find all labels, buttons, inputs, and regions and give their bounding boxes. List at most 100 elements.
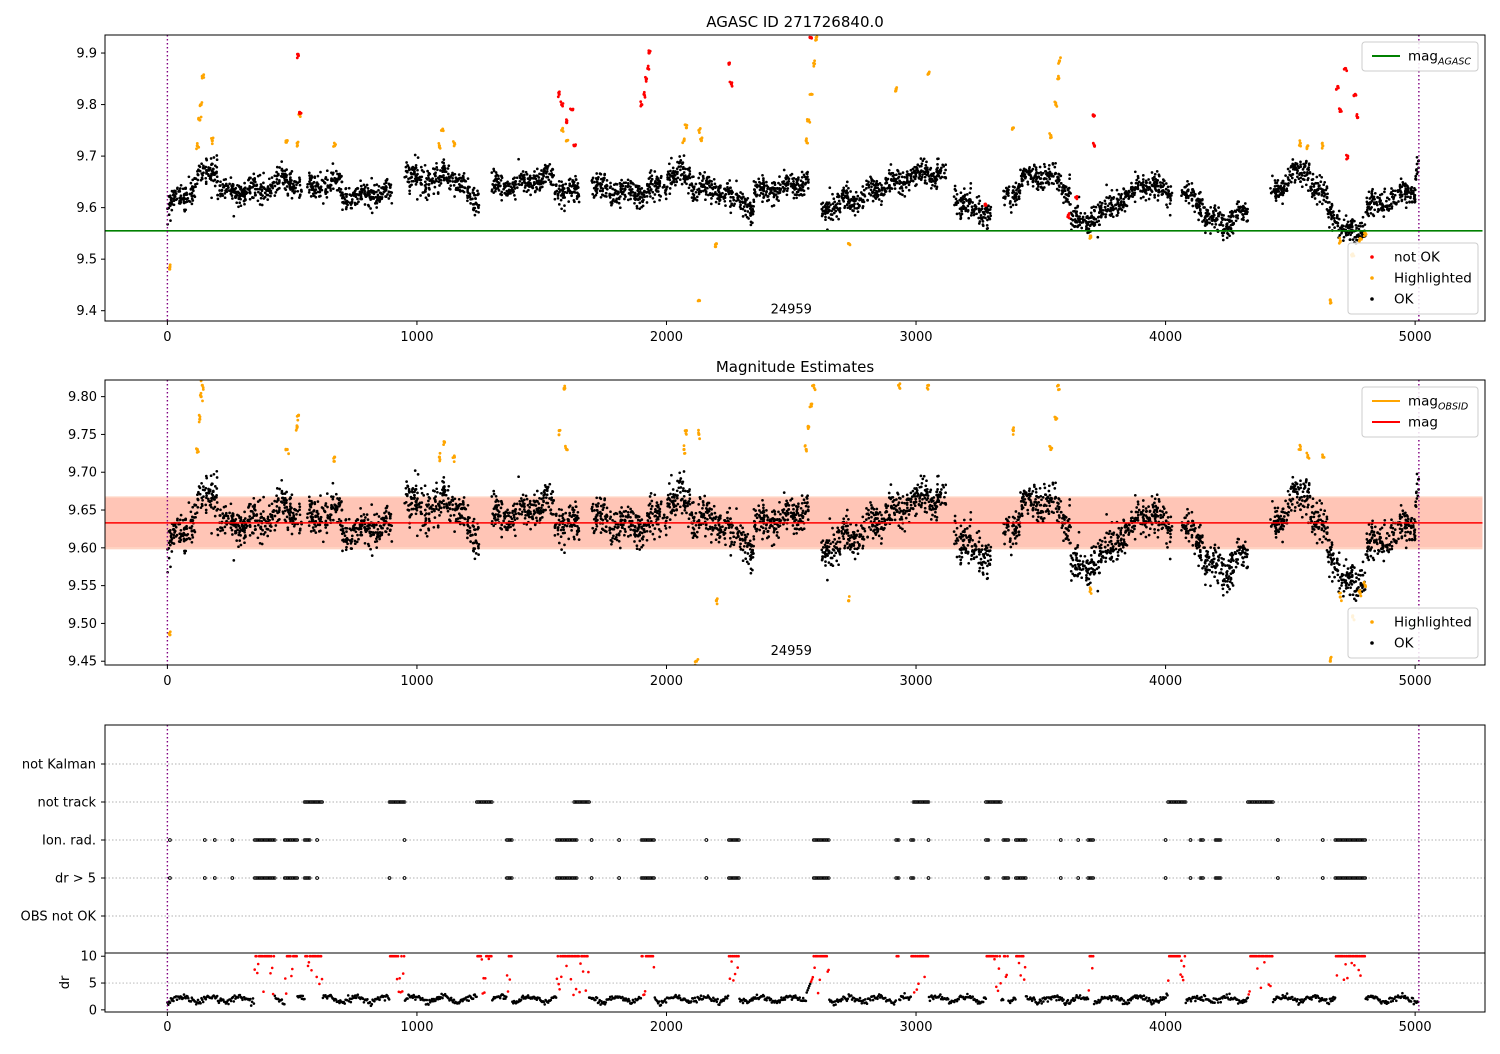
ok-point — [1090, 211, 1093, 214]
ok-point — [1043, 163, 1046, 166]
ok-point — [172, 528, 175, 531]
data-point — [1358, 239, 1361, 242]
ok-point — [1088, 228, 1091, 231]
ok-point — [224, 505, 227, 508]
ok-point — [212, 168, 215, 171]
ok-point — [557, 197, 560, 200]
ok-point — [573, 199, 576, 202]
ok-point — [308, 191, 311, 194]
ok-point — [1287, 168, 1290, 171]
ok-point — [193, 503, 196, 506]
data-point — [639, 100, 642, 103]
ok-point — [280, 160, 283, 163]
ok-point — [345, 206, 348, 209]
ok-point — [223, 515, 226, 518]
ok-point — [383, 191, 386, 194]
ok-point — [724, 194, 727, 197]
ok-point — [858, 199, 861, 202]
ok-point — [718, 199, 721, 202]
ok-point — [653, 200, 656, 203]
ok-point — [1166, 206, 1169, 209]
ok-point — [636, 189, 639, 192]
ok-point — [1107, 197, 1110, 200]
ok-point — [1071, 213, 1074, 216]
ok-point — [254, 181, 257, 184]
ok-point — [241, 195, 244, 198]
ok-point — [285, 506, 288, 509]
ok-point — [416, 169, 419, 172]
ok-point — [285, 168, 288, 171]
ok-point — [191, 203, 194, 206]
ok-point — [1026, 181, 1029, 184]
ok-point — [989, 212, 992, 215]
ok-point — [597, 182, 600, 185]
ok-point — [564, 183, 567, 186]
ok-point — [683, 154, 686, 157]
legend-label: OK — [1394, 292, 1415, 308]
ok-point — [595, 185, 598, 188]
ok-point — [240, 518, 243, 521]
ok-point — [600, 186, 603, 189]
ok-point — [1142, 187, 1145, 190]
ok-point — [918, 165, 921, 168]
ok-point — [719, 184, 722, 187]
data-point — [1345, 69, 1348, 72]
ok-point — [518, 183, 521, 186]
ok-point — [760, 192, 763, 195]
ok-point — [207, 174, 210, 177]
ok-point — [441, 167, 444, 170]
ok-point — [280, 479, 283, 482]
ok-point — [1318, 201, 1321, 204]
ok-point — [1019, 192, 1022, 195]
ok-point — [827, 209, 830, 212]
ok-point — [908, 184, 911, 187]
ok-point — [276, 189, 279, 192]
ok-point — [1068, 191, 1071, 194]
ok-point — [1053, 166, 1056, 169]
ok-point — [1061, 191, 1064, 194]
ok-point — [861, 185, 864, 188]
data-point — [805, 137, 808, 140]
ok-point — [687, 175, 690, 178]
ok-point — [1228, 234, 1231, 237]
ok-point — [221, 512, 224, 515]
data-point — [1338, 242, 1341, 245]
ok-point — [242, 525, 245, 528]
ok-point — [419, 182, 422, 185]
ok-point — [375, 191, 378, 194]
ok-point — [573, 184, 576, 187]
ok-point — [269, 191, 272, 194]
ok-point — [273, 529, 276, 532]
ok-point — [568, 179, 571, 182]
ok-point — [188, 537, 191, 540]
ok-point — [1322, 199, 1325, 202]
ok-point — [1346, 223, 1349, 226]
ok-point — [243, 511, 246, 514]
ok-point — [524, 182, 527, 185]
ok-point — [896, 181, 899, 184]
ok-point — [1116, 214, 1119, 217]
ok-point — [1299, 161, 1302, 164]
ok-point — [883, 186, 886, 189]
ok-point — [1003, 190, 1006, 193]
ok-point — [801, 176, 804, 179]
ok-point — [1212, 216, 1215, 219]
ok-point — [452, 174, 455, 177]
ok-point — [926, 168, 929, 171]
ok-point — [1095, 218, 1098, 221]
ok-point — [436, 168, 439, 171]
ok-point — [1294, 181, 1297, 184]
ok-point — [269, 525, 272, 528]
ok-point — [891, 187, 894, 190]
ok-point — [595, 194, 598, 197]
ok-point — [252, 183, 255, 186]
ok-point — [1342, 239, 1345, 242]
ok-point — [234, 195, 237, 198]
ok-point — [801, 185, 804, 188]
ok-point — [223, 185, 226, 188]
ok-point — [963, 201, 966, 204]
ok-point — [451, 180, 454, 183]
ok-point — [240, 544, 243, 547]
ok-point — [1165, 193, 1168, 196]
ok-point — [1157, 191, 1160, 194]
